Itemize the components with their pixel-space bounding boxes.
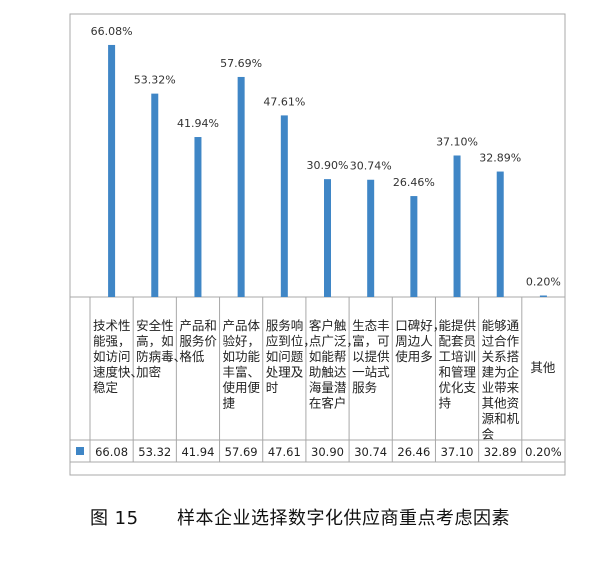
bar-value-label: 26.46%: [393, 176, 435, 189]
table-value: 66.08: [95, 445, 128, 459]
bar: [194, 137, 202, 297]
category-label: 生态丰富，可以提供一站式服务: [352, 318, 390, 395]
bar-value-label: 47.61%: [263, 95, 305, 108]
category-label: 技术性能强，如访问速度快、稳定: [93, 318, 143, 395]
bar: [237, 76, 245, 297]
table-value: 26.46: [397, 445, 430, 459]
category-label: 口碑好，周边人使用多: [395, 318, 445, 364]
table-value: 47.61: [268, 445, 301, 459]
category-labels-group: 技术性能强，如访问速度快、稳定安全性高，如防病毒、加密产品和服务价格低产品体验好…: [93, 318, 556, 442]
table-value: 57.69: [225, 445, 258, 459]
category-label: 能够通过合作关系搭建为企业带来其他资源和机会: [482, 318, 520, 442]
figure-caption: 图 15 样本企业选择数字化供应商重点考虑因素: [0, 504, 600, 530]
bar: [453, 155, 461, 297]
figure-title: 样本企业选择数字化供应商重点考虑因素: [177, 508, 511, 529]
category-label: 产品体验好，如功能丰富、使用便捷: [223, 318, 261, 411]
category-label: 其他: [530, 360, 556, 375]
category-label: 客户触点广泛，如能帮助触达海量潜在客户: [309, 318, 359, 411]
bar-value-label: 37.10%: [436, 135, 478, 148]
bar-value-label: 66.08%: [91, 25, 133, 38]
bar: [496, 171, 504, 297]
bar-value-label: 41.94%: [177, 117, 219, 130]
category-label: 产品和服务价格低: [179, 318, 217, 364]
table-value: 30.90: [311, 445, 344, 459]
bar-labels-group: 66.08% 53.32% 41.94% 57.69% 47.61% 30.90% 30.7…: [91, 25, 561, 289]
bar: [108, 44, 116, 298]
category-label: 能提供配套员工培训和管理优化支持: [438, 318, 476, 411]
bars-group: [108, 44, 547, 298]
category-label: 安全性高，如防病毒、加密: [136, 318, 186, 380]
bar-value-label: 57.69%: [220, 57, 262, 70]
category-label: 服务响应到位，如问题处理及时: [266, 318, 316, 395]
chart-border: [69, 13, 566, 476]
bar-value-label: 53.32%: [134, 74, 176, 87]
bar-value-label: 32.89%: [479, 152, 521, 165]
chart-frame: [69, 13, 566, 476]
bar-value-label: 30.74%: [350, 160, 392, 173]
table-value: 0.20%: [525, 445, 562, 459]
table-value: 37.10: [441, 445, 474, 459]
table-value: 32.89: [484, 445, 517, 459]
bar: [280, 115, 288, 297]
figure-number: 图 15: [89, 508, 139, 529]
bar: [367, 179, 375, 297]
bar: [151, 93, 159, 297]
table-value: 41.94: [181, 445, 214, 459]
legend-swatch: [76, 447, 84, 455]
table-value: 53.32: [138, 445, 171, 459]
data-table-row: 66.08 53.32 41.94 57.69 47.61 30.90 30.74 26.46…: [76, 445, 562, 459]
bar: [324, 179, 331, 297]
bar-value-label: 0.20%: [526, 276, 561, 289]
bar: [539, 295, 547, 297]
bar-value-label: 30.90%: [307, 159, 349, 172]
bar: [410, 196, 418, 297]
table-value: 30.74: [354, 445, 387, 459]
